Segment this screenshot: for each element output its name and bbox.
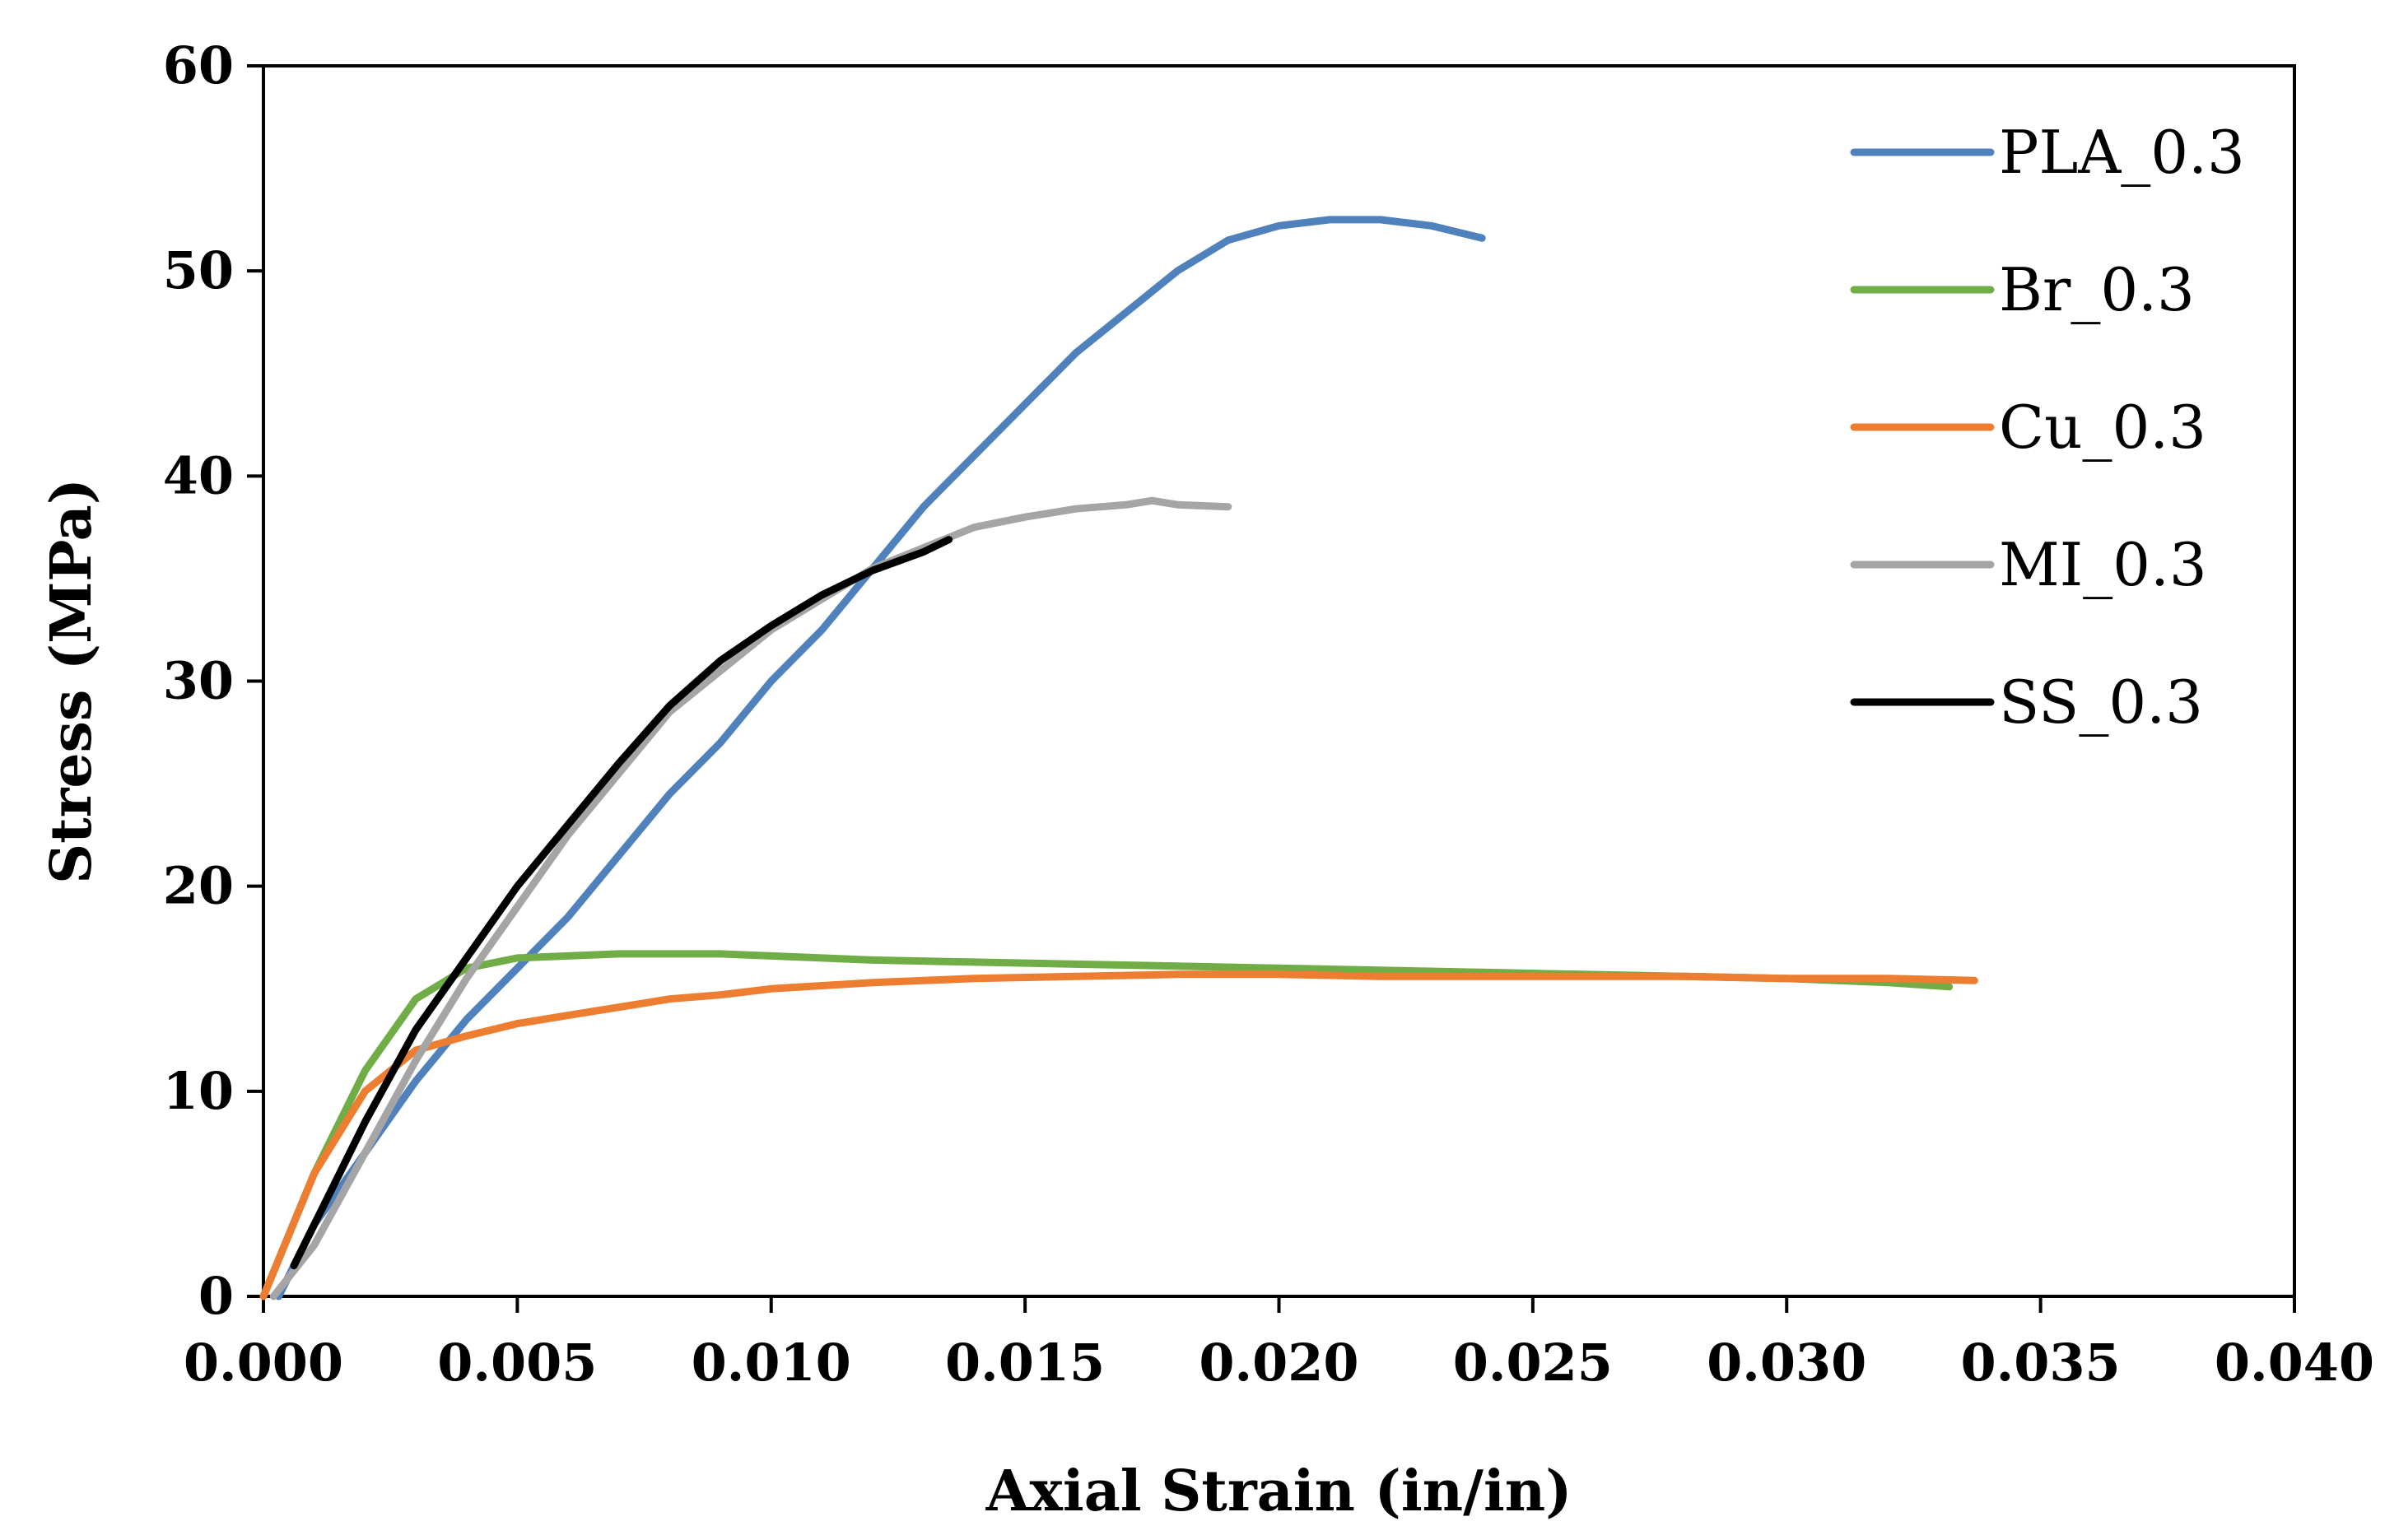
x-tick-label: 0.020 [1199,1333,1358,1393]
legend-label: PLA_0.3 [1999,118,2245,187]
x-tick-label: 0.000 [184,1333,343,1393]
legend-label: Cu_0.3 [1999,393,2206,462]
y-axis: 0 10 20 30 40 50 60 [163,35,263,1326]
y-tick-label: 0 [198,1266,234,1326]
series-line-cu-0-3 [259,970,1978,1300]
series-layer [259,216,1978,1300]
legend-label: MI_0.3 [1999,530,2207,599]
y-tick-label: 40 [163,445,234,505]
y-tick-label: 50 [163,240,234,300]
x-tick-label: 0.030 [1707,1333,1866,1393]
legend: PLA_0.3 Br_0.3 Cu_0.3 MI_0.3 SS_0.3 [1850,118,2245,737]
y-axis-title: Stress (MPa) [39,478,105,884]
y-tick-label: 30 [163,651,234,711]
series-line-ss-0-3 [290,536,953,1270]
legend-label: Br_0.3 [1999,255,2195,324]
x-tick-label: 0.015 [945,1333,1105,1393]
x-tick-label: 0.010 [692,1333,851,1393]
y-tick-label: 20 [163,856,234,916]
y-tick-label: 10 [163,1061,234,1121]
x-axis: 0.000 0.005 0.010 0.015 0.020 0.025 0.030 0.035… [184,1296,2374,1393]
x-tick-label: 0.035 [1961,1333,2121,1393]
x-axis-title: Axial Strain (in/in) [985,1459,1572,1524]
x-tick-label: 0.005 [437,1333,597,1393]
y-tick-label: 60 [163,35,234,95]
legend-label: SS_0.3 [1999,668,2203,737]
x-tick-label: 0.025 [1453,1333,1613,1393]
x-tick-label: 0.040 [2215,1333,2374,1393]
